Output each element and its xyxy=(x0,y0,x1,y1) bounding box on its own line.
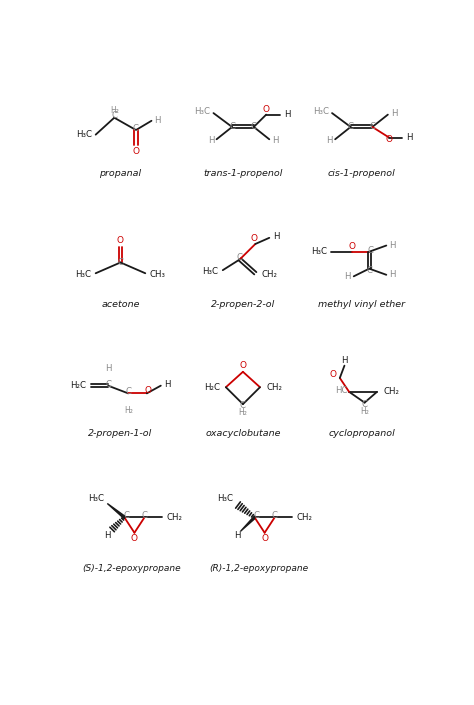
Text: O: O xyxy=(330,369,337,379)
Text: H₂C: H₂C xyxy=(204,383,219,392)
Text: H: H xyxy=(344,272,351,281)
Polygon shape xyxy=(107,503,124,519)
Text: O: O xyxy=(145,386,152,395)
Text: C: C xyxy=(362,400,368,410)
Text: C: C xyxy=(125,387,131,396)
Text: O: O xyxy=(349,242,356,251)
Text: C: C xyxy=(366,266,372,276)
Text: H: H xyxy=(104,532,110,540)
Text: C: C xyxy=(369,123,375,131)
Text: H₃C: H₃C xyxy=(88,494,104,503)
Text: 2-propen-1-ol: 2-propen-1-ol xyxy=(88,429,153,438)
Text: H: H xyxy=(390,270,396,279)
Text: O: O xyxy=(131,534,138,544)
Text: H: H xyxy=(284,110,291,119)
Text: H: H xyxy=(390,241,396,250)
Text: C: C xyxy=(254,511,260,520)
Text: cyclopropanol: cyclopropanol xyxy=(328,429,395,438)
Text: H₃C: H₃C xyxy=(311,247,328,256)
Text: CH₂: CH₂ xyxy=(296,513,312,522)
Text: H₃C: H₃C xyxy=(194,107,210,116)
Text: C: C xyxy=(347,123,354,131)
Text: H: H xyxy=(273,232,280,241)
Text: CH₂: CH₂ xyxy=(262,270,277,279)
Text: C: C xyxy=(237,253,243,262)
Text: C: C xyxy=(142,511,147,520)
Text: H₃C: H₃C xyxy=(313,107,329,116)
Text: CH₃: CH₃ xyxy=(150,270,166,279)
Text: CH₂: CH₂ xyxy=(166,513,182,522)
Text: oxacyclobutane: oxacyclobutane xyxy=(205,429,281,438)
Text: C: C xyxy=(272,511,278,520)
Text: H: H xyxy=(208,136,214,145)
Text: HC: HC xyxy=(335,386,347,395)
Text: O: O xyxy=(261,534,268,544)
Text: H₃C: H₃C xyxy=(202,267,218,276)
Text: (R)-1,2-epoxypropane: (R)-1,2-epoxypropane xyxy=(209,564,308,572)
Text: O: O xyxy=(386,135,393,144)
Text: O: O xyxy=(132,147,139,156)
Text: H₂: H₂ xyxy=(238,408,247,417)
Text: H: H xyxy=(341,356,348,364)
Text: C: C xyxy=(124,511,130,520)
Text: H: H xyxy=(105,364,111,373)
Text: H: H xyxy=(273,136,279,145)
Text: C: C xyxy=(111,111,117,120)
Text: O: O xyxy=(250,234,257,243)
Text: H₂: H₂ xyxy=(360,407,369,417)
Text: C: C xyxy=(105,379,111,388)
Text: H: H xyxy=(234,532,241,540)
Text: CH₂: CH₂ xyxy=(266,383,282,392)
Text: H: H xyxy=(155,116,161,125)
Text: H₃C: H₃C xyxy=(217,494,233,503)
Text: H₂: H₂ xyxy=(110,106,119,116)
Text: C: C xyxy=(118,258,123,267)
Text: C: C xyxy=(251,123,257,131)
Text: 2-propen-2-ol: 2-propen-2-ol xyxy=(211,300,275,309)
Polygon shape xyxy=(241,516,255,531)
Text: trans-1-propenol: trans-1-propenol xyxy=(203,168,283,178)
Text: H: H xyxy=(406,133,412,142)
Text: H: H xyxy=(164,379,170,388)
Text: (S)-1,2-epoxypropane: (S)-1,2-epoxypropane xyxy=(83,564,182,572)
Text: CH₂: CH₂ xyxy=(383,387,399,396)
Text: C: C xyxy=(368,245,374,255)
Text: H₂: H₂ xyxy=(124,406,133,415)
Text: C: C xyxy=(240,401,246,410)
Text: O: O xyxy=(263,105,270,114)
Text: H₃C: H₃C xyxy=(77,130,92,139)
Text: cis-1-propenol: cis-1-propenol xyxy=(328,168,395,178)
Text: methyl vinyl ether: methyl vinyl ether xyxy=(318,300,405,309)
Text: acetone: acetone xyxy=(101,300,140,309)
Text: O: O xyxy=(117,236,124,245)
Text: H₂C: H₂C xyxy=(70,381,86,390)
Text: O: O xyxy=(239,361,246,370)
Text: propanal: propanal xyxy=(100,168,142,178)
Text: H₃C: H₃C xyxy=(75,270,91,279)
Text: H: H xyxy=(326,136,333,145)
Text: C: C xyxy=(133,124,139,133)
Text: H: H xyxy=(391,109,398,118)
Text: C: C xyxy=(229,123,235,131)
